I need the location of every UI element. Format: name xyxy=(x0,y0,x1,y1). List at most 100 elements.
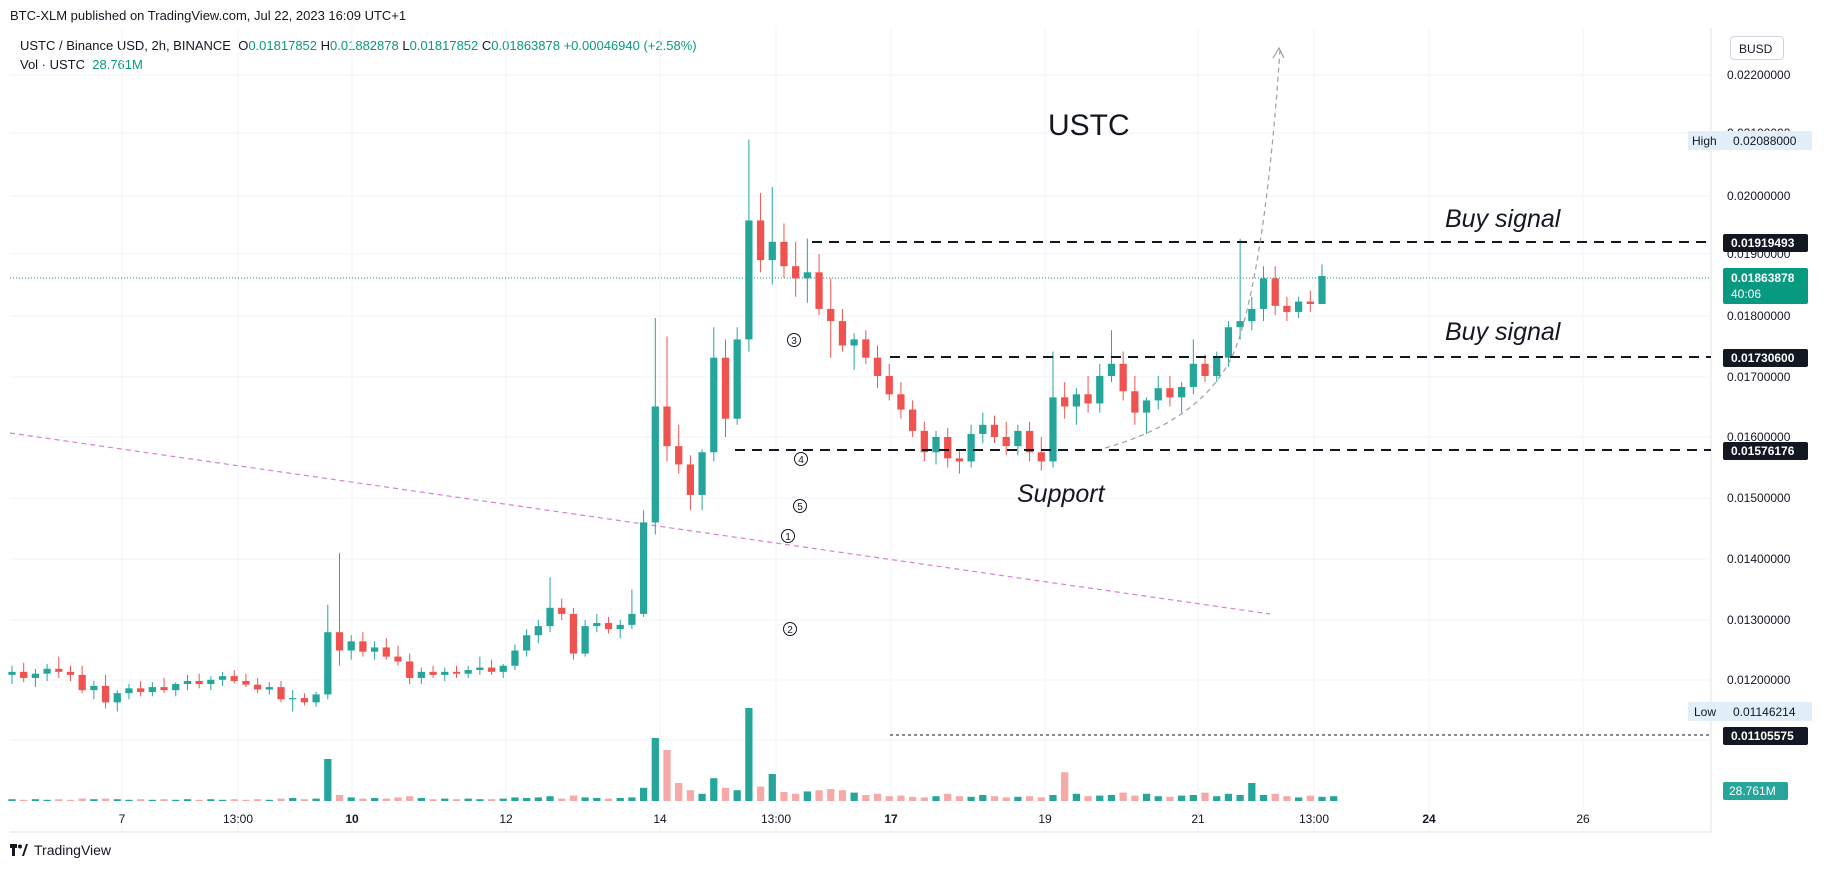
wave-marker-1: 1 xyxy=(785,532,791,543)
volume-bars xyxy=(8,708,1338,801)
volume-bar xyxy=(230,799,238,801)
open-label: O xyxy=(238,38,249,53)
symbol-name[interactable]: USTC / Binance USD, 2h, BINANCE xyxy=(20,38,231,53)
candle-body xyxy=(324,632,332,695)
volume-bar xyxy=(558,798,566,801)
high-label: H xyxy=(320,38,331,53)
volume-bar xyxy=(1119,792,1127,801)
volume-bar xyxy=(616,798,624,801)
volume-bar xyxy=(359,798,367,801)
volume-bar xyxy=(464,798,472,801)
volume-bar xyxy=(1107,795,1116,801)
wave-marker-1-icon[interactable] xyxy=(781,529,795,543)
volume-bar xyxy=(300,799,309,801)
wave-marker-3-icon[interactable] xyxy=(787,333,801,347)
wave-marker-5-icon[interactable] xyxy=(793,499,807,513)
annotation-buy-signal-upper[interactable]: Buy signal xyxy=(1445,205,1562,233)
last-price-badge xyxy=(1723,268,1808,304)
wave-marker-4-icon[interactable] xyxy=(794,452,808,466)
time-tick: 24 xyxy=(1422,812,1436,826)
volume-bar xyxy=(487,799,496,801)
volume-bar xyxy=(581,797,589,801)
candle-body xyxy=(838,321,847,346)
candle-body xyxy=(955,458,964,462)
time-axis-labels[interactable]: 7 13:00 10 12 14 13:00 17 19 21 13:00 24… xyxy=(119,812,1590,826)
candle-body xyxy=(534,626,542,636)
price-tick: 0.01700000 xyxy=(1727,370,1791,384)
volume-bar xyxy=(101,798,110,801)
volume-bar xyxy=(394,797,402,801)
volume-bar xyxy=(546,796,554,801)
volume-bar xyxy=(721,787,730,801)
candle-body xyxy=(452,671,461,674)
candle-body xyxy=(207,679,215,685)
volume-bar xyxy=(1213,796,1221,801)
time-tick: 19 xyxy=(1038,812,1052,826)
price-axis-labels[interactable]: 0.02200000 0.02100000 0.02000000 0.01900… xyxy=(1727,68,1791,687)
candle-body xyxy=(698,452,706,495)
candle-body xyxy=(792,266,800,279)
wave-marker-5: 5 xyxy=(797,502,803,513)
volume-bar xyxy=(113,799,121,801)
volume-bar xyxy=(1072,793,1081,801)
candle-body xyxy=(815,272,823,309)
volume-bar xyxy=(1294,797,1303,801)
volume-bar xyxy=(768,774,776,801)
volume-bar xyxy=(873,793,882,801)
volume-bar xyxy=(1037,797,1045,801)
candle-body xyxy=(476,667,484,671)
price-tick: 0.01400000 xyxy=(1727,552,1791,566)
volume-bar xyxy=(78,798,86,801)
annotation-buy-signal-lower[interactable]: Buy signal xyxy=(1445,318,1562,346)
level-badge-low-value: 0.01105575 xyxy=(1731,729,1794,743)
volume-bar xyxy=(534,797,542,801)
volume-bar xyxy=(604,798,613,801)
volume-bar xyxy=(1166,796,1174,801)
candle-body xyxy=(862,339,870,358)
last-price-value: 0.01863878 xyxy=(1731,271,1795,285)
candle-body xyxy=(370,647,379,652)
candle-body xyxy=(347,641,355,651)
annotation-support[interactable]: Support xyxy=(1017,480,1106,508)
candle-body xyxy=(1294,301,1303,312)
candle-body xyxy=(113,693,121,703)
high-badge xyxy=(1688,131,1812,150)
wave-marker-2-icon[interactable] xyxy=(783,622,797,636)
currency-button[interactable]: BUSD xyxy=(1730,36,1784,60)
level-badge-upper-value: 0.01919493 xyxy=(1731,236,1795,250)
candle-body xyxy=(1061,397,1069,407)
price-tick: 0.01500000 xyxy=(1727,491,1791,505)
volume-bar xyxy=(1189,795,1197,801)
volume-bar xyxy=(932,796,940,801)
symbol-legend: USTC / Binance USD, 2h, BINANCE O0.01817… xyxy=(20,38,697,53)
candle-body xyxy=(230,676,238,681)
candle-body xyxy=(1072,394,1081,407)
projection-curve[interactable] xyxy=(1104,49,1281,449)
candle-body xyxy=(756,220,765,261)
wave-marker-3: 3 xyxy=(791,336,797,347)
volume-bar xyxy=(780,792,788,801)
low-label: L xyxy=(402,38,410,53)
candle-body xyxy=(464,670,472,674)
volume-bar xyxy=(429,799,437,801)
volume-bar xyxy=(1061,772,1069,801)
candle-body xyxy=(1107,363,1116,376)
volume-bar xyxy=(125,799,133,801)
volume-bar xyxy=(382,798,390,801)
candle-body xyxy=(1166,388,1174,398)
candle-body xyxy=(511,650,519,666)
candle-body xyxy=(43,668,51,674)
annotation-title[interactable]: USTC xyxy=(1048,109,1130,142)
price-tick: 0.01600000 xyxy=(1727,430,1791,444)
candle-body xyxy=(721,357,730,419)
volume-bar xyxy=(710,778,718,801)
footer[interactable]: TradingView xyxy=(10,842,111,858)
volume-label[interactable]: Vol · USTC xyxy=(20,57,86,72)
candle-body xyxy=(31,673,40,678)
volume-bar xyxy=(803,791,811,801)
candle-body xyxy=(20,671,28,678)
countdown-value: 40:06 xyxy=(1731,287,1761,301)
level-badge-middle xyxy=(1723,349,1808,367)
candle-body xyxy=(1002,437,1010,447)
